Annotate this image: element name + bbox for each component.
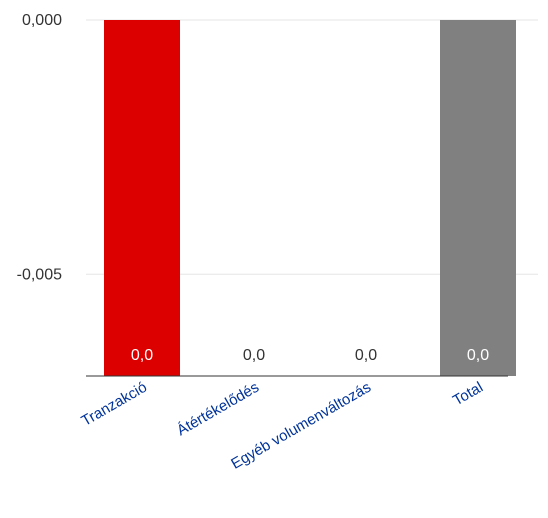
x-tick-label: Tranzakció xyxy=(78,379,150,430)
x-tick-label: Total xyxy=(450,379,486,410)
data-label: 0,0 xyxy=(243,347,265,364)
data-label: 0,0 xyxy=(355,347,377,364)
data-label: 0,0 xyxy=(467,347,489,364)
x-tick-label: Átértékelődés xyxy=(174,379,262,440)
bars xyxy=(104,20,516,376)
bar xyxy=(104,20,180,376)
y-tick-labels: 0,000 -0,005 xyxy=(17,12,62,283)
data-label: 0,0 xyxy=(131,347,153,364)
y-tick-label: 0,000 xyxy=(22,12,62,29)
data-labels: 0,0 0,0 0,0 0,0 xyxy=(131,347,489,364)
bar xyxy=(440,20,516,376)
y-tick-label: -0,005 xyxy=(17,266,62,283)
